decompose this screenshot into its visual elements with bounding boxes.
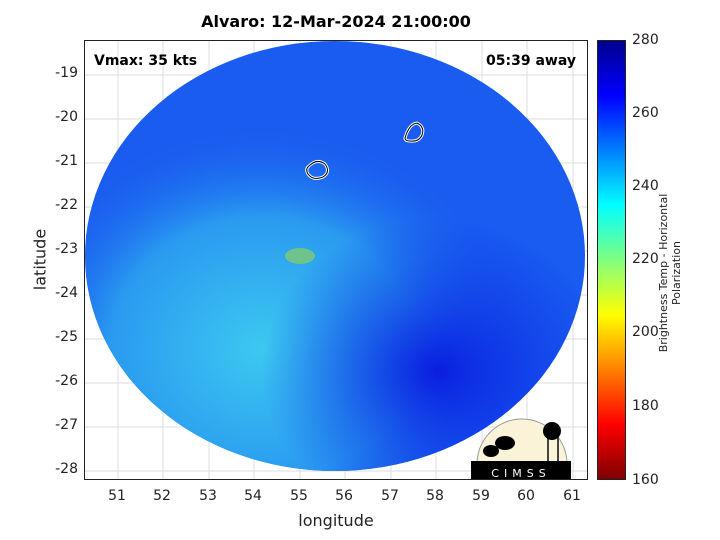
x-tick: 60 (517, 488, 535, 504)
x-tick: 53 (199, 488, 217, 504)
brightness-temp-disk (85, 41, 585, 471)
y-tick: -28 (55, 461, 78, 477)
x-tick: 54 (244, 488, 262, 504)
colorbar-tick: 280 (632, 32, 659, 48)
x-tick: 59 (472, 488, 490, 504)
time-away-label: 05:39 away (486, 53, 576, 69)
y-tick: -20 (55, 109, 78, 125)
x-tick: 57 (381, 488, 399, 504)
y-tick: -19 (55, 65, 78, 81)
radiometer-map: CIMSS (85, 41, 587, 480)
y-tick: -21 (55, 153, 78, 169)
y-tick: -22 (55, 197, 78, 213)
colorbar-tick: 180 (632, 398, 659, 414)
cimss-logo: CIMSS (471, 418, 571, 480)
colorbar-tick: 260 (632, 105, 659, 121)
colorbar-tick: 240 (632, 178, 659, 194)
colorbar (597, 40, 626, 480)
x-tick: 52 (153, 488, 171, 504)
plot-area: CIMSS (84, 40, 588, 480)
colorbar-tick: 220 (632, 251, 659, 267)
x-tick: 51 (108, 488, 126, 504)
y-tick: -25 (55, 329, 78, 345)
y-tick: -23 (55, 241, 78, 257)
colorbar-label: Brightness Temp - Horizontal Polarizatio… (657, 193, 683, 353)
x-axis-label: longitude (298, 511, 374, 530)
colorbar-tick: 160 (632, 472, 659, 488)
y-axis-label: latitude (30, 228, 50, 291)
plot-title: Alvaro: 12-Mar-2024 21:00:00 (201, 12, 471, 31)
svg-text:CIMSS: CIMSS (491, 467, 550, 480)
x-tick: 55 (290, 488, 308, 504)
y-tick: -27 (55, 417, 78, 433)
x-tick: 56 (335, 488, 353, 504)
x-tick: 61 (563, 488, 581, 504)
vmax-label: Vmax: 35 kts (94, 53, 198, 69)
colorbar-tick: 200 (632, 324, 659, 340)
x-tick: 58 (426, 488, 444, 504)
y-tick: -24 (55, 285, 78, 301)
y-tick: -26 (55, 373, 78, 389)
